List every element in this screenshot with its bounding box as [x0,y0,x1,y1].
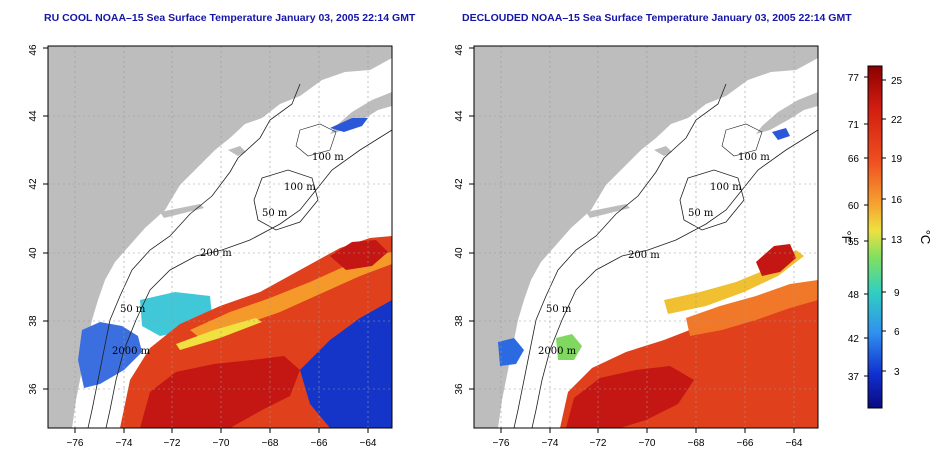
colorbar-f-label: °F [839,230,854,243]
left-land-cape-cod [228,146,246,156]
colorbar-f-71: 71 [848,120,860,131]
left-y-tick-38: 38 [28,315,39,327]
left-contour-bank [253,169,319,231]
right-land-cape-cod [654,146,672,156]
left-x-tick-74: −74 [116,438,133,449]
right-x-tick-76: −76 [493,438,510,449]
right-sst-blue-patch [498,338,524,366]
right-frame [473,45,819,429]
right-land-nova-scotia [756,92,818,134]
right-sst-green-patch [556,334,582,360]
colorbar-ticks [864,76,886,377]
left-y-axis [43,47,48,390]
right-contour-shelf [513,83,727,428]
left-sst-red-east [330,240,388,270]
right-land-mainland [474,46,818,428]
right-map: 100 m 100 m 50 m 200 m 50 m 2000 m [474,46,818,428]
right-contour-inner [721,123,763,157]
left-x-tick-66: −66 [311,438,328,449]
colorbar-f-37: 37 [848,372,860,383]
right-grid [474,46,818,428]
left-contour-label-200: 200 m [200,248,232,259]
right-contour-label-200: 200 m [628,250,660,261]
left-panel-title: RU COOL NOAA–15 Sea Surface Temperature … [44,12,416,24]
right-contour-label-50a: 50 m [688,208,714,219]
left-y-tick-40: 40 [28,247,39,259]
right-y-tick-46: 46 [454,44,465,56]
right-sst-orange-mid [686,280,818,336]
right-sst-red-east [756,244,796,276]
left-contour-label-2000: 2000 m [112,346,151,357]
left-sst-yellow-strip [176,318,262,350]
right-x-tick-64: −64 [786,438,803,449]
right-x-tick-72: −72 [590,438,607,449]
left-contour-label-100b: 100 m [284,182,316,193]
left-x-tick-68: −68 [262,438,279,449]
left-x-tick-64: −64 [360,438,377,449]
left-contour-inner [295,123,337,157]
colorbar [867,65,883,409]
left-sst-cold-east [300,300,392,428]
right-sst-yellow-band [664,250,804,314]
left-x-tick-76: −76 [67,438,84,449]
left-frame [47,45,393,429]
left-sst-blue-west [78,322,142,388]
colorbar-f-42: 42 [848,334,860,345]
left-y-tick-44: 44 [28,110,39,122]
right-panel-title: DECLOUDED NOAA–15 Sea Surface Temperatur… [462,12,852,24]
colorbar-c-6: 6 [894,327,900,338]
right-x-tick-66: −66 [737,438,754,449]
colorbar-f-48: 48 [848,290,860,301]
left-contour-label-50a: 50 m [262,208,288,219]
right-y-tick-44: 44 [454,110,465,122]
colorbar-c-25: 25 [891,76,903,87]
colorbar-c-19: 19 [891,154,903,165]
right-y-axis [469,47,474,390]
left-x-tick-70: −70 [213,438,230,449]
right-x-axis [500,428,795,433]
colorbar-c-3: 3 [894,367,900,378]
left-contour-label-100a: 100 m [312,152,344,163]
right-y-tick-42: 42 [454,178,465,190]
left-x-tick-72: −72 [164,438,181,449]
colorbar-c-9: 9 [894,288,900,299]
right-x-tick-70: −70 [639,438,656,449]
left-sst-cold-patch [330,118,368,132]
right-y-tick-38: 38 [454,315,465,327]
right-land-long-island [586,204,630,218]
colorbar-c-13: 13 [891,235,903,246]
colorbar-c-label: °C [918,230,933,245]
left-x-axis [74,428,369,433]
left-y-tick-36: 36 [28,383,39,395]
left-sst-orange-band [190,252,392,338]
right-y-tick-40: 40 [454,247,465,259]
colorbar-f-60: 60 [848,201,860,212]
colorbar-c-16: 16 [891,195,903,206]
left-y-tick-46: 46 [28,44,39,56]
colorbar-f-55: 55 [848,237,860,248]
left-map: 100 m 100 m 50 m 200 m 50 m 2000 m [48,46,392,428]
right-contour-label-50b: 50 m [546,304,572,315]
left-y-tick-42: 42 [28,178,39,190]
right-contour-label-100a: 100 m [738,152,770,163]
right-x-tick-68: −68 [688,438,705,449]
colorbar-c-22: 22 [891,115,903,126]
left-contour-label-50b: 50 m [120,304,146,315]
right-y-tick-36: 36 [454,383,465,395]
colorbar-f-77: 77 [848,73,860,84]
left-land-mainland [48,46,392,428]
right-sst-small-patch [772,128,790,140]
colorbar-f-66: 66 [848,154,860,165]
left-grid [48,46,392,428]
left-land-long-island [160,204,204,218]
right-contour-label-2000: 2000 m [538,346,577,357]
right-x-tick-74: −74 [542,438,559,449]
left-contour-shelf [87,83,301,428]
left-sst-red-core [140,356,300,428]
right-contour-label-100b: 100 m [710,182,742,193]
right-contour-bank [679,169,745,231]
